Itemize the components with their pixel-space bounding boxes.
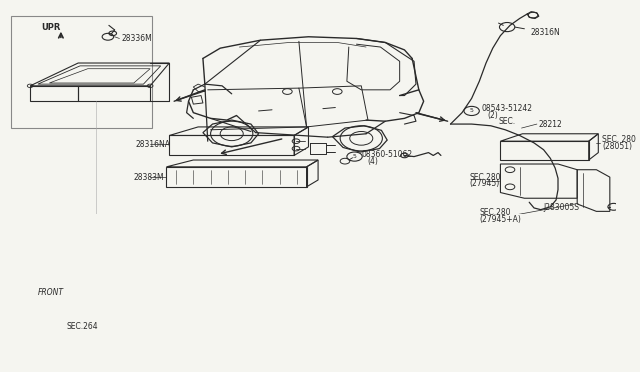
Bar xyxy=(11,16,152,128)
Text: 28316NA: 28316NA xyxy=(136,140,171,148)
Text: 28336M: 28336M xyxy=(122,34,152,43)
Text: (28051): (28051) xyxy=(602,142,632,151)
Text: SEC.264: SEC.264 xyxy=(67,322,99,331)
Text: 5: 5 xyxy=(470,109,474,113)
Text: SEC.: SEC. xyxy=(499,117,516,126)
Text: UPR: UPR xyxy=(42,23,61,32)
Text: FRONT: FRONT xyxy=(38,288,64,297)
Text: (4): (4) xyxy=(367,157,378,166)
Text: 5: 5 xyxy=(353,154,356,159)
Text: 28212: 28212 xyxy=(539,119,563,129)
Text: SEC.280: SEC.280 xyxy=(470,173,501,182)
Text: 08543-51242: 08543-51242 xyxy=(481,104,532,113)
Text: SEC. 280: SEC. 280 xyxy=(602,135,636,144)
Text: (2): (2) xyxy=(487,111,498,120)
Text: 28383M: 28383M xyxy=(134,173,164,182)
Text: 08360-51062: 08360-51062 xyxy=(361,150,412,159)
Text: (27945+A): (27945+A) xyxy=(479,215,521,224)
Text: SEC.280: SEC.280 xyxy=(479,208,511,217)
Text: (27945): (27945) xyxy=(470,179,500,189)
Text: 28316N: 28316N xyxy=(530,28,560,37)
Text: J283005S: J283005S xyxy=(543,203,580,212)
